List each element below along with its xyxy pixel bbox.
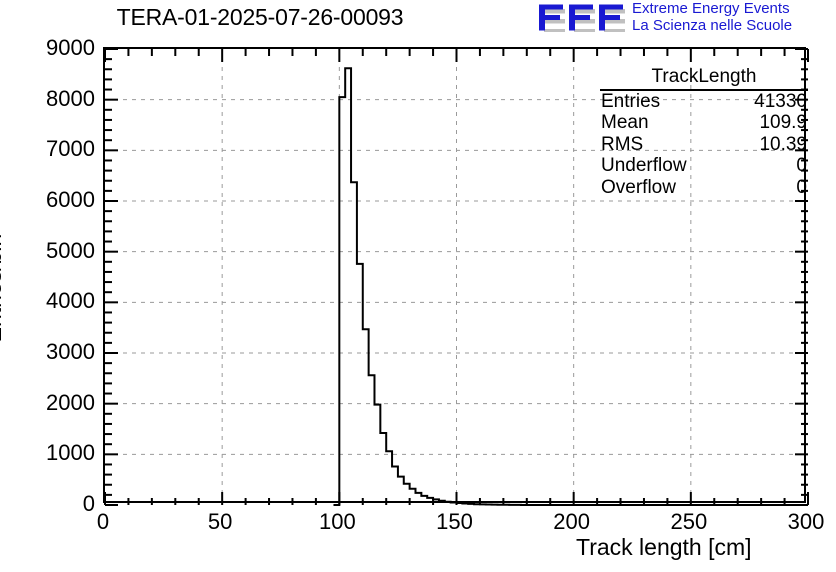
stats-row: RMS 10.39 — [600, 134, 808, 156]
stats-box: TrackLength Entries 41330 Mean 109.9 RMS 10.3… — [600, 66, 808, 198]
stats-row: Mean 109.9 — [600, 112, 808, 134]
stats-row-label: Underflow — [601, 155, 687, 176]
stats-row-label: RMS — [601, 133, 644, 155]
stats-row: Underflow 0 — [600, 155, 808, 177]
stats-row-value: 109.9 — [759, 112, 807, 133]
y-tick-label: 2000 — [46, 389, 95, 415]
plot-frame — [103, 47, 809, 506]
eee-logo-mark-icon — [539, 4, 625, 32]
stats-row-value: 0 — [796, 176, 807, 198]
stats-row: Entries 41330 — [600, 91, 808, 113]
stats-row-label: Overflow — [601, 176, 676, 198]
eee-logo-line1: Extreme Energy Events — [632, 0, 790, 17]
axis-ticks-layer — [104, 48, 809, 506]
y-tick-label: 6000 — [46, 187, 95, 212]
y-tick-label: 7000 — [46, 136, 95, 162]
stats-row-value: 0 — [796, 155, 807, 176]
page-title: TERA-01-2025-07-26-00093 — [116, 4, 404, 30]
x-tick-label: 250 — [670, 509, 708, 534]
stats-row: Overflow 0 — [600, 177, 808, 199]
y-tick-label: 8000 — [46, 85, 95, 111]
y-tick-label: 0 — [82, 491, 95, 516]
stats-row-value: 41330 — [754, 90, 807, 112]
x-tick-label: 150 — [436, 509, 473, 534]
x-tick-label: 50 — [207, 509, 233, 534]
histogram-series — [333, 67, 808, 506]
y-tick-label: 4000 — [46, 288, 95, 314]
eee-logo: Extreme Energy Events La Scienza nelle S… — [538, 0, 836, 37]
x-axis-title: Track length [cm] — [576, 534, 752, 560]
stats-row-label: Entries — [601, 90, 661, 112]
y-tick-label: 3000 — [46, 339, 95, 364]
y-tick-label: 5000 — [46, 237, 95, 263]
x-tick-label: 200 — [553, 509, 591, 534]
eee-logo-line2: La Scienza nelle Scuole — [632, 16, 793, 34]
y-tick-label: 1000 — [46, 440, 95, 466]
stats-title: TrackLength — [600, 66, 808, 91]
x-tick-label: 0 — [96, 509, 110, 534]
eee-logo-text: Extreme Energy Events La Scienza nelle S… — [632, 0, 793, 34]
stats-rows: Entries 41330 Mean 109.9 RMS 10.39 Underflow 0 O… — [600, 91, 808, 199]
stats-row-label: Mean — [601, 112, 649, 133]
stats-row-value: 10.39 — [759, 133, 807, 155]
x-tick-label: 100 — [318, 509, 356, 534]
x-tick-label: 300 — [787, 509, 825, 534]
y-tick-label: 9000 — [46, 35, 95, 60]
